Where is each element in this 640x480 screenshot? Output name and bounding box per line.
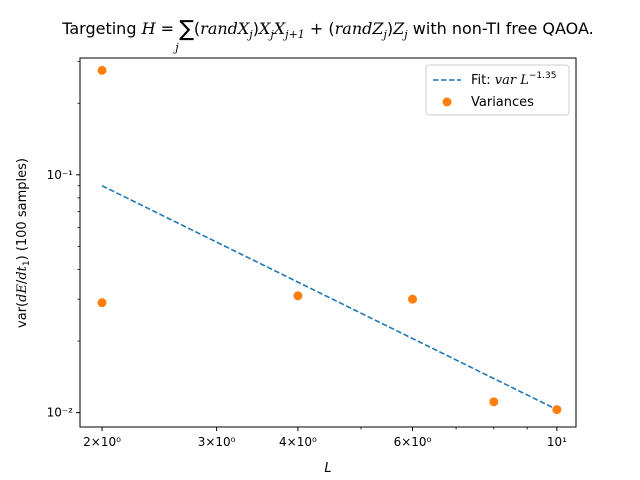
variance-point xyxy=(293,291,303,301)
y-tick-label: 10⁻² xyxy=(47,406,74,420)
svg-text:Targeting H = ∑(randXj)XjXj+1: Targeting H = ∑(randXj)XjXj+1 + (randZj)… xyxy=(61,17,594,42)
svg-text:j: j xyxy=(172,41,179,54)
legend-variances-label: Variances xyxy=(471,95,534,110)
series-layer xyxy=(97,65,562,415)
variance-point xyxy=(552,405,562,415)
y-tick-label: 10⁻¹ xyxy=(47,168,74,182)
legend-fit-label: Fit: var L−1.35 xyxy=(471,71,556,88)
y-axis-ticks: 10⁻² 10⁻¹ xyxy=(47,60,80,420)
svg-text:var(dE/dt1) (100 samples): var(dE/dt1) (100 samples) xyxy=(15,158,32,328)
variance-point xyxy=(97,298,107,308)
plot-area xyxy=(79,57,577,428)
x-tick-label: 2×10⁰ xyxy=(83,435,121,449)
variance-point xyxy=(97,65,107,75)
legend: Fit: var L−1.35 Variances xyxy=(425,64,570,116)
chart-title: Targeting H = ∑(randXj)XjXj+1 + (randZj)… xyxy=(61,17,594,54)
legend-variances-swatch xyxy=(442,97,452,107)
fit-line xyxy=(101,184,558,411)
x-tick-label: 10¹ xyxy=(547,435,567,449)
x-axis-ticks: 2×10⁰ 3×10⁰ 4×10⁰ 6×10⁰ 10¹ xyxy=(83,427,567,449)
variance-point xyxy=(408,294,418,304)
legend-box xyxy=(425,64,570,116)
x-tick-label: 3×10⁰ xyxy=(198,435,236,449)
x-tick-label: 4×10⁰ xyxy=(279,435,317,449)
x-tick-label: 6×10⁰ xyxy=(394,435,432,449)
variance-point xyxy=(489,397,499,407)
y-axis-label: var(dE/dt1) (100 samples) xyxy=(15,158,32,328)
x-axis-label: L xyxy=(324,461,331,476)
